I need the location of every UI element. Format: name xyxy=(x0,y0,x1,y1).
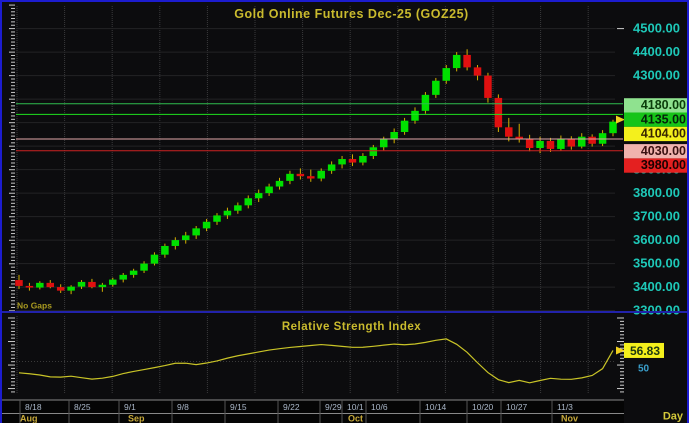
svg-text:4030.00: 4030.00 xyxy=(641,144,686,158)
svg-text:Relative Strength Index: Relative Strength Index xyxy=(282,321,421,333)
svg-text:Sep: Sep xyxy=(128,414,145,423)
svg-text:3700.00: 3700.00 xyxy=(633,209,680,224)
svg-text:3800.00: 3800.00 xyxy=(633,185,680,200)
svg-text:Gold Online Futures Dec-25: Gold Online Futures Dec-25 (GOZ25) xyxy=(234,7,468,21)
svg-text:3980.00: 3980.00 xyxy=(641,158,686,172)
svg-text:3500.00: 3500.00 xyxy=(633,256,680,271)
svg-text:4180.00: 4180.00 xyxy=(641,98,686,112)
svg-text:3600.00: 3600.00 xyxy=(633,232,680,247)
svg-text:No Gaps: No Gaps xyxy=(17,301,52,311)
svg-text:Aug: Aug xyxy=(20,414,38,423)
svg-text:10/14: 10/14 xyxy=(425,402,447,412)
svg-text:4500.00: 4500.00 xyxy=(633,21,680,36)
svg-text:10/1: 10/1 xyxy=(347,402,364,412)
svg-text:10/6: 10/6 xyxy=(371,402,388,412)
svg-text:4135.00: 4135.00 xyxy=(641,112,686,126)
svg-text:9/15: 9/15 xyxy=(230,402,247,412)
svg-text:9/8: 9/8 xyxy=(177,402,189,412)
svg-text:4300.00: 4300.00 xyxy=(633,68,680,83)
svg-text:8/25: 8/25 xyxy=(74,402,91,412)
svg-text:Day: Day xyxy=(663,411,684,423)
svg-text:4400.00: 4400.00 xyxy=(633,44,680,59)
svg-text:9/22: 9/22 xyxy=(283,402,300,412)
svg-text:4104.00: 4104.00 xyxy=(641,127,686,141)
svg-text:8/18: 8/18 xyxy=(25,402,42,412)
svg-text:Oct: Oct xyxy=(348,414,363,423)
svg-text:50: 50 xyxy=(638,364,650,375)
svg-text:10/20: 10/20 xyxy=(472,402,494,412)
svg-text:11/3: 11/3 xyxy=(557,402,573,412)
svg-text:9/29: 9/29 xyxy=(325,402,342,412)
svg-text:9/1: 9/1 xyxy=(124,402,136,412)
svg-text:3400.00: 3400.00 xyxy=(633,279,680,294)
svg-text:3300.00: 3300.00 xyxy=(633,303,680,318)
svg-text:10/27: 10/27 xyxy=(506,402,528,412)
svg-text:Nov: Nov xyxy=(561,414,578,423)
svg-text:56.83: 56.83 xyxy=(630,344,660,358)
